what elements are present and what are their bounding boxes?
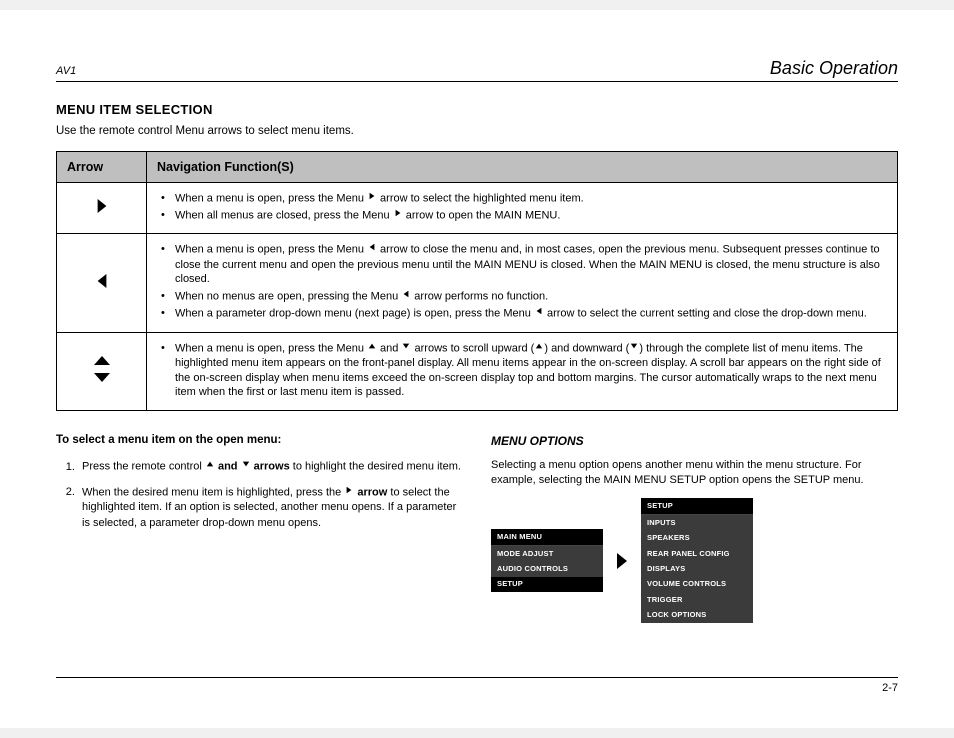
two-column-area: To select a menu item on the open menu: … [56, 433, 898, 623]
arrow-right-icon [394, 207, 402, 222]
menu-transition-arrow-icon [615, 551, 629, 571]
arrow-left-icon [402, 288, 410, 303]
arrow-cell [57, 183, 147, 234]
table-row: When a menu is open, press the Menu arro… [57, 234, 898, 332]
page-number: 2-7 [882, 682, 898, 694]
arrow-left-icon [535, 305, 543, 320]
menu-item: AUDIO CONTROLS [491, 562, 603, 577]
function-cell: When a menu is open, press the Menu arro… [147, 234, 898, 332]
page-header: AV1 Basic Operation [56, 58, 898, 82]
function-item: When a menu is open, press the Menu arro… [161, 191, 887, 206]
arrow-left-icon [95, 270, 109, 297]
table-body: When a menu is open, press the Menu arro… [57, 183, 898, 411]
right-col-heading: MENU OPTIONS [491, 433, 898, 450]
menu-box-left: MAIN MENUMODE ADJUSTAUDIO CONTROLSSETUP [491, 529, 603, 592]
arrow-up-icon [206, 458, 214, 473]
steps-list: Press the remote control and arrows to h… [56, 459, 463, 531]
arrow-cell [57, 332, 147, 411]
menu-item: DISPLAYS [641, 562, 753, 577]
table-header-arrow: Arrow [57, 152, 147, 183]
arrow-cell [57, 234, 147, 332]
arrow-right-icon [95, 195, 109, 222]
function-item: When a parameter drop-down menu (next pa… [161, 306, 887, 321]
menu-title: MAIN MENU [491, 529, 603, 546]
menu-item: INPUTS [641, 515, 753, 530]
table-row: When a menu is open, press the Menu arro… [57, 183, 898, 234]
menu-item: VOLUME CONTROLS [641, 577, 753, 592]
menu-item: MODE ADJUST [491, 546, 603, 561]
menu-item: REAR PANEL CONFIG [641, 546, 753, 561]
arrow-up-icon [92, 353, 112, 372]
step-item: Press the remote control and arrows to h… [78, 459, 463, 475]
function-item: When no menus are open, pressing the Men… [161, 289, 887, 304]
right-col-text: Selecting a menu option opens another me… [491, 458, 898, 488]
menu-item: SPEAKERS [641, 531, 753, 546]
section-intro: Use the remote control Menu arrows to se… [56, 125, 898, 137]
table-row: When a menu is open, press the Menu and … [57, 332, 898, 411]
arrow-down-icon [630, 340, 638, 355]
navigation-table: Arrow Navigation Function(S) When a menu… [56, 151, 898, 411]
arrow-up-icon [368, 340, 376, 355]
arrow-down-icon [242, 458, 250, 473]
menu-item: LOCK OPTIONS [641, 608, 753, 623]
function-item: When a menu is open, press the Menu and … [161, 341, 887, 401]
header-model: AV1 [56, 65, 76, 77]
function-item: When all menus are closed, press the Men… [161, 208, 887, 223]
left-column: To select a menu item on the open menu: … [56, 433, 463, 623]
function-item: When a menu is open, press the Menu arro… [161, 242, 887, 287]
page: AV1 Basic Operation MENU ITEM SELECTION … [0, 10, 954, 728]
section-title: MENU ITEM SELECTION [56, 102, 898, 117]
menu-item: TRIGGER [641, 592, 753, 607]
step-item: When the desired menu item is highlighte… [78, 485, 463, 531]
table-header-func: Navigation Function(S) [147, 152, 898, 183]
menu-box-right: SETUPINPUTSSPEAKERSREAR PANEL CONFIGDISP… [641, 498, 753, 623]
function-cell: When a menu is open, press the Menu and … [147, 332, 898, 411]
menu-item: SETUP [491, 577, 603, 592]
arrow-up-icon [535, 340, 543, 355]
right-column: MENU OPTIONS Selecting a menu option ope… [491, 433, 898, 623]
arrow-left-icon [368, 241, 376, 256]
arrow-right-icon [368, 190, 376, 205]
function-cell: When a menu is open, press the Menu arro… [147, 183, 898, 234]
left-col-heading: To select a menu item on the open menu: [56, 433, 463, 449]
arrow-right-icon [345, 484, 353, 499]
menu-diagram: MAIN MENUMODE ADJUSTAUDIO CONTROLSSETUP … [491, 498, 898, 623]
menu-title: SETUP [641, 498, 753, 515]
arrow-down-icon [92, 371, 112, 390]
header-section: Basic Operation [770, 58, 898, 79]
arrow-down-icon [402, 340, 410, 355]
page-footer: 2-7 [56, 677, 898, 694]
